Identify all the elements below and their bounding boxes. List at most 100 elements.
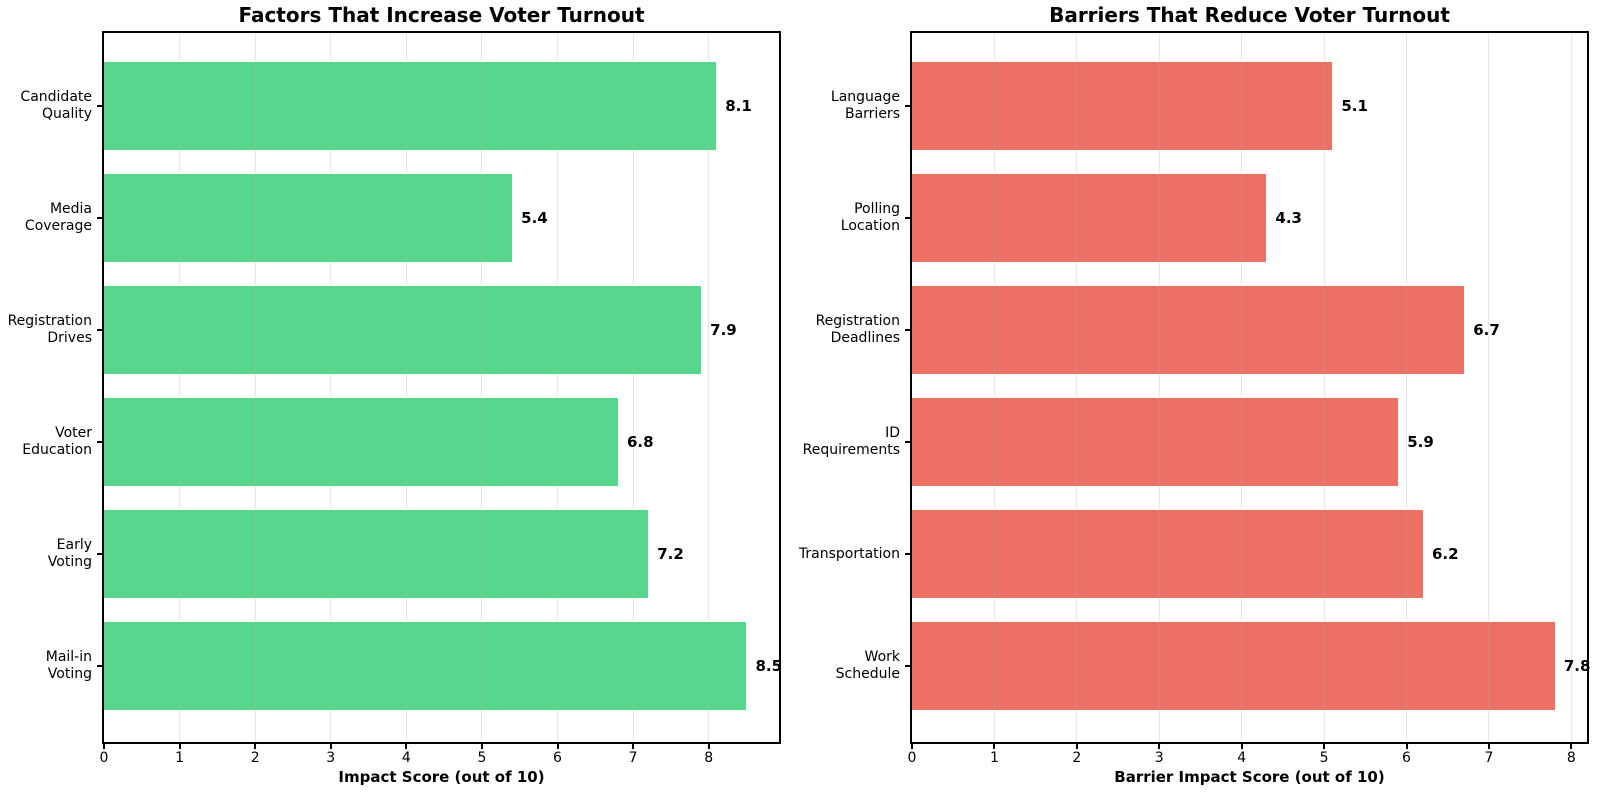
x-tick-label: 4 [1237, 750, 1247, 766]
x-axis-tick [1075, 744, 1078, 749]
x-axis-tick [1158, 744, 1161, 749]
y-axis-tick [905, 217, 911, 219]
x-tick-label: 2 [250, 750, 260, 766]
bar-language-barriers [912, 62, 1333, 150]
value-label: 8.1 [725, 97, 752, 115]
y-axis-tick [905, 665, 911, 667]
value-label: 7.8 [1563, 657, 1591, 675]
value-label: 7.9 [710, 321, 737, 339]
gridline [632, 33, 634, 742]
x-tick-label: 0 [907, 750, 917, 766]
y-tick-label: Registration Deadlines [815, 313, 900, 346]
gridline [1158, 33, 1160, 742]
x-axis-label: Barrier Impact Score (out of 10) [1114, 768, 1385, 786]
x-axis-tick [1323, 744, 1326, 749]
x-axis-tick [254, 744, 257, 749]
x-axis-tick [103, 744, 105, 749]
y-tick-label: Work Schedule [835, 649, 900, 682]
gridline [179, 33, 181, 742]
y-axis-tick [97, 553, 103, 555]
y-tick-label: Transportation [798, 545, 900, 562]
gridline [1241, 33, 1243, 742]
y-axis-tick [97, 105, 103, 107]
x-tick-label: 3 [1154, 750, 1164, 766]
bar-voter-education [104, 398, 618, 486]
x-tick-label: 5 [477, 750, 487, 766]
x-axis-tick [632, 744, 635, 749]
x-axis-tick [480, 744, 483, 749]
x-tick-label: 1 [175, 750, 185, 766]
bar-polling-location [912, 174, 1267, 262]
y-axis-tick [97, 329, 103, 331]
x-axis-tick [993, 744, 996, 749]
y-tick-label: Candidate Quality [20, 89, 92, 122]
x-tick-label: 8 [1566, 750, 1576, 766]
x-tick-label: 5 [1319, 750, 1329, 766]
bar-registration-deadlines [912, 286, 1465, 374]
x-axis-tick [556, 744, 559, 749]
x-tick-label: 3 [326, 750, 336, 766]
x-axis-tick [1240, 744, 1243, 749]
y-tick-label: ID Requirements [802, 425, 900, 458]
chart-title: Factors That Increase Voter Turnout [238, 3, 645, 27]
value-label: 7.2 [657, 545, 684, 563]
y-axis-tick [97, 441, 103, 443]
bar-transportation [912, 510, 1423, 598]
x-axis-tick [911, 744, 913, 749]
value-label: 8.5 [755, 657, 783, 675]
value-label: 6.8 [626, 433, 654, 451]
value-label: 6.2 [1431, 545, 1459, 563]
bar-early-voting [104, 510, 649, 598]
gridline [557, 33, 559, 742]
gridline [1323, 33, 1325, 742]
value-label: 6.7 [1473, 321, 1500, 339]
y-axis-tick [905, 553, 911, 555]
x-axis-tick [1405, 744, 1408, 749]
gridline [330, 33, 332, 742]
gridline [708, 33, 710, 742]
bar-candidate-quality [104, 62, 717, 150]
x-tick-label: 6 [1402, 750, 1411, 766]
x-axis-tick [1570, 744, 1573, 749]
x-axis-tick [707, 744, 710, 749]
gridline [1406, 33, 1407, 742]
gridline [1488, 33, 1490, 742]
bar-work-schedule [912, 622, 1555, 710]
x-axis-tick [329, 744, 332, 749]
gridline [405, 33, 407, 742]
value-label: 5.4 [521, 209, 548, 227]
y-tick-label: Early Voting [47, 537, 92, 570]
y-tick-label: Registration Drives [7, 313, 92, 346]
x-tick-label: 0 [99, 750, 109, 766]
x-tick-label: 2 [1072, 750, 1082, 766]
y-tick-label: Voter Education [22, 425, 92, 458]
y-axis-tick [97, 665, 103, 667]
y-tick-label: Language Barriers [830, 89, 900, 122]
x-tick-label: 6 [553, 750, 562, 766]
plot-area: 5.1 4.3 6.7 5.9 6.2 7.8 [910, 31, 1591, 744]
x-tick-label: 4 [401, 750, 411, 766]
bar-registration-drives [104, 286, 702, 374]
y-axis-tick [905, 441, 911, 443]
x-axis-label: Impact Score (out of 10) [338, 768, 545, 786]
y-axis-tick [905, 329, 911, 331]
x-axis-tick [178, 744, 181, 749]
gridline [481, 33, 483, 742]
y-tick-label: Media Coverage [24, 201, 92, 234]
x-axis-tick [1487, 744, 1490, 749]
y-tick-label: Mail-in Voting [45, 649, 92, 682]
value-label: 4.3 [1275, 209, 1302, 227]
x-tick-label: 1 [989, 750, 999, 766]
gridline [1570, 33, 1572, 742]
bar-media-coverage [104, 174, 513, 262]
gridline [254, 33, 256, 742]
bar-mail-in-voting [104, 622, 747, 710]
gridline [1076, 33, 1078, 742]
y-tick-label: Polling Location [840, 201, 900, 234]
x-tick-label: 7 [628, 750, 638, 766]
gridline [993, 33, 995, 742]
value-label: 5.1 [1341, 97, 1368, 115]
x-tick-label: 7 [1484, 750, 1494, 766]
plot-area: 8.1 5.4 7.9 6.8 7.2 8.5 [102, 31, 783, 744]
x-tick-label: 8 [704, 750, 714, 766]
